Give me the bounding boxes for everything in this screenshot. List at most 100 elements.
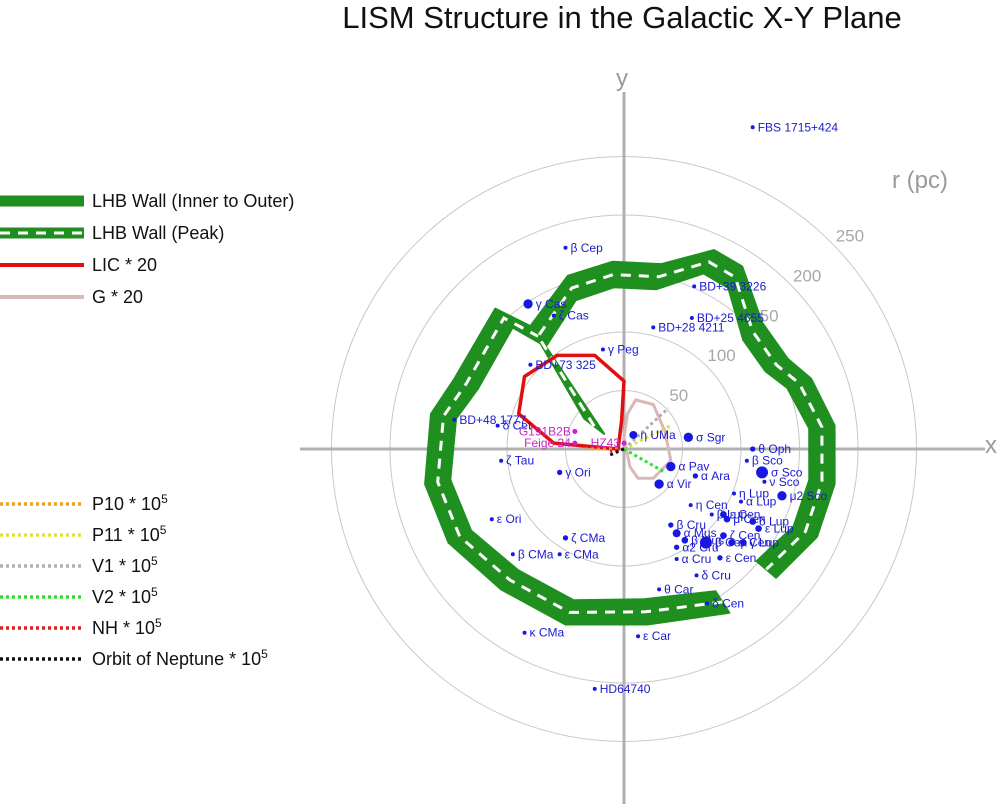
- legend: LHB Wall (Inner to Outer) LHB Wall (Peak)…: [0, 191, 294, 669]
- star-label: α Mus: [684, 526, 717, 540]
- star-label: BD+73 325: [535, 358, 596, 372]
- star-point: [756, 466, 769, 479]
- star-point: [668, 522, 674, 528]
- legend-label: V1 * 105: [92, 554, 158, 576]
- legend-label: P11 * 105: [92, 523, 167, 545]
- x-axis-label: x: [985, 432, 997, 459]
- legend-label-exponent: 5: [160, 523, 167, 537]
- star-point: [720, 532, 727, 539]
- legend-label: V2 * 105: [92, 585, 158, 607]
- star-label: ζ CMa: [571, 531, 605, 545]
- star-point: [657, 587, 662, 592]
- legend-label-exponent: 5: [151, 585, 158, 599]
- star-label: β Sco: [752, 454, 783, 468]
- legend-label-exponent: 5: [151, 554, 158, 568]
- star-point: [731, 491, 736, 496]
- star-label: β Cep: [571, 241, 604, 255]
- legend-label: Orbit of Neptune * 105: [92, 647, 268, 669]
- star-label: HD64740: [600, 682, 651, 696]
- legend-item: LHB Wall (Inner to Outer): [0, 191, 294, 211]
- star-point: [592, 686, 597, 691]
- star-label: β Cru: [676, 518, 706, 532]
- star-point: [683, 432, 694, 442]
- star-point: [557, 552, 562, 557]
- chart-title: LISM Structure in the Galactic X-Y Plane: [342, 0, 901, 35]
- star-label: δ Cru: [702, 568, 731, 582]
- legend-item: LIC * 20: [0, 255, 157, 275]
- ring-label-200: 200: [793, 266, 821, 285]
- star-label: η Lup: [739, 486, 769, 500]
- trajectory-v1: [622, 406, 670, 451]
- star-label: ν Sco: [769, 475, 799, 489]
- star-label: σ Sco: [771, 465, 803, 479]
- star-point: [452, 417, 457, 422]
- star-point: [651, 325, 656, 330]
- star-label: ε Car: [643, 629, 671, 643]
- star-point: [750, 446, 756, 452]
- legend-label: LHB Wall (Inner to Outer): [92, 191, 294, 211]
- white-dwarf-point: [621, 440, 627, 446]
- ring-label-100: 100: [707, 346, 735, 365]
- star-label: γ Cas: [536, 297, 567, 311]
- star-label: α Vir: [667, 477, 692, 491]
- star-label: BD+48 1777: [459, 413, 526, 427]
- star-label: BD+25 4655: [697, 311, 764, 325]
- star-label: η Cen: [696, 498, 728, 512]
- legend-item: Orbit of Neptune * 105: [0, 647, 268, 669]
- star-point: [739, 499, 743, 504]
- star-point: [681, 536, 689, 544]
- star-label: ε Ori: [497, 512, 522, 526]
- star-point: [692, 284, 697, 289]
- star-point: [705, 601, 710, 606]
- ring-label-250: 250: [836, 227, 864, 246]
- star-label: ζ Cas: [559, 309, 589, 323]
- star-point: [528, 362, 533, 367]
- star-label: θ Car: [664, 582, 693, 596]
- star-label: ε Cen: [730, 508, 761, 522]
- star-label: α2 Cru: [682, 540, 718, 554]
- star-point: [744, 458, 749, 463]
- star-point: [510, 552, 515, 557]
- white-dwarf-label: HZ43: [591, 436, 621, 450]
- white-dwarf-point: [572, 428, 578, 434]
- star-point: [728, 539, 735, 546]
- star-label: ε CMa: [565, 547, 599, 561]
- lhb-wall-band-1: [529, 249, 836, 579]
- trajectory-neptune: [607, 447, 625, 458]
- star-point: [689, 315, 694, 320]
- legend-label-exponent: 5: [161, 492, 168, 506]
- legend-item: V1 * 105: [0, 554, 158, 576]
- star-point: [717, 555, 723, 561]
- star-point: [709, 512, 714, 517]
- legend-label-exponent: 5: [261, 647, 268, 661]
- legend-label: LHB Wall (Peak): [92, 223, 224, 243]
- legend-item: LHB Wall (Peak): [0, 223, 224, 243]
- star-point: [636, 634, 641, 639]
- star-label: μ2 Sco: [790, 489, 828, 503]
- star-point: [523, 299, 533, 309]
- star-label: α Pav: [678, 460, 709, 474]
- legend-item: P11 * 105: [0, 523, 167, 545]
- trajectories: [583, 406, 672, 474]
- lhb-wall-peak-1: [536, 260, 824, 571]
- star-label: γ Peg: [608, 343, 639, 357]
- star-point: [674, 556, 679, 561]
- star-label: FBS 1715+424: [758, 120, 839, 134]
- legend-label-exponent: 5: [155, 616, 162, 630]
- star-label: ζ Tau: [506, 454, 534, 468]
- lic-contour-line: [516, 353, 626, 451]
- star-label: α Lup: [746, 495, 777, 509]
- white-dwarf-label: Feige 24: [524, 436, 571, 450]
- star-point: [562, 535, 569, 541]
- star-label: σ Sgr: [696, 430, 725, 444]
- trajectory-p11: [623, 424, 672, 451]
- legend-item: P10 * 105: [0, 492, 168, 514]
- star-label: η UMa: [640, 428, 676, 442]
- legend-item: G * 20: [0, 287, 143, 307]
- star-point: [556, 469, 563, 476]
- star-point: [499, 458, 504, 463]
- legend-item: NH * 105: [0, 616, 162, 638]
- star-point: [600, 347, 605, 352]
- star-label: δ Lup: [759, 515, 789, 529]
- lic-contour: [516, 353, 673, 480]
